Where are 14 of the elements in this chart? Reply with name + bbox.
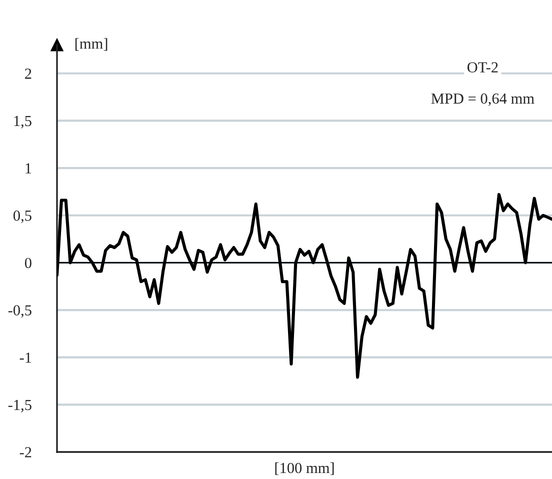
y-tick-label: 1 [26,163,32,174]
text: OT-2 [467,62,498,72]
x-axis-title: [100 mm] [275,462,334,476]
y-tick-label: -0,5 [8,305,32,318]
y-tick-label: -2 [20,447,32,458]
y-tick-label: -1 [20,352,32,363]
y-tick-label: 1,5 [14,116,32,128]
y-tick-label: -1,5 [8,400,32,412]
y-tick-label: 2 [25,68,32,79]
line-series [57,193,552,379]
annotation: MPD = 0,64 mm [431,93,534,106]
y-axis-title: [mm] [75,38,108,51]
y-tick-label: 0 [24,258,32,268]
y-tick-label: 0,5 [13,210,32,224]
